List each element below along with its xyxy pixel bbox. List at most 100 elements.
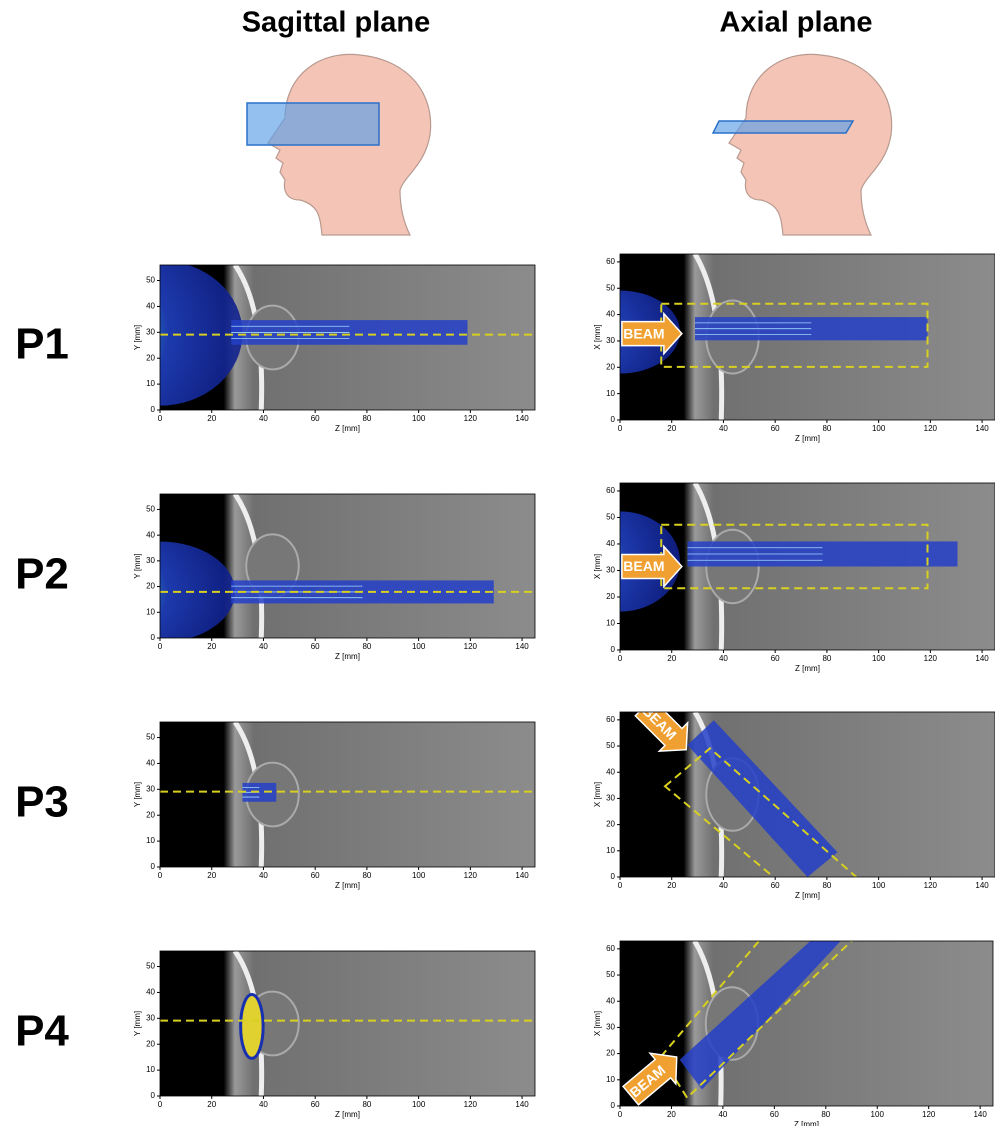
x-tick-label: 120 [464,1100,478,1109]
y-tick-label: 20 [146,353,155,362]
x-tick-label: 60 [311,414,320,423]
y-tick-label: 30 [606,794,615,803]
x-tick-label: 20 [207,1100,216,1109]
x-tick-label: 20 [667,1110,676,1119]
panel: BEAM0204060801001201400102030405060Z [mm… [593,693,995,900]
x-tick-label: 60 [311,1100,320,1109]
y-tick-label: 0 [611,1101,616,1110]
x-axis-label: Z [mm] [794,1120,819,1126]
x-tick-label: 120 [464,642,478,651]
y-axis-label: Y [mm] [133,553,142,578]
x-tick-label: 140 [973,1110,987,1119]
y-tick-label: 20 [146,810,155,819]
x-tick-label: 60 [771,654,780,663]
x-tick-label: 40 [259,414,268,423]
y-tick-label: 20 [146,582,155,591]
x-tick-label: 140 [975,424,989,433]
y-tick-label: 20 [606,362,615,371]
y-tick-label: 30 [146,784,155,793]
x-tick-label: 100 [872,424,886,433]
x-tick-label: 120 [922,1110,936,1119]
x-tick-label: 0 [158,642,163,651]
y-tick-label: 30 [606,336,615,345]
y-tick-label: 30 [146,556,155,565]
row-label: P4 [15,1007,69,1056]
y-tick-label: 30 [606,566,615,575]
ct-image: BEAM [620,693,995,880]
x-tick-label: 140 [515,1100,529,1109]
y-tick-label: 40 [606,310,615,319]
y-tick-label: 0 [611,645,616,654]
y-tick-label: 50 [146,276,155,285]
x-tick-label: 40 [259,871,268,880]
y-tick-label: 20 [606,1049,615,1058]
y-axis-label: X [mm] [593,554,602,579]
y-tick-label: 40 [146,302,155,311]
x-tick-label: 120 [924,881,938,890]
x-tick-label: 140 [975,654,989,663]
x-tick-label: 120 [924,424,938,433]
y-tick-label: 40 [146,530,155,539]
figure: Sagittal plane Axial plane P1 P2 P3 P4 0… [0,0,995,1126]
y-tick-label: 30 [606,1023,615,1032]
x-axis-label: Z [mm] [795,891,820,900]
y-tick-label: 50 [146,505,155,514]
x-tick-label: 140 [515,414,529,423]
x-tick-label: 120 [924,654,938,663]
x-tick-label: 0 [618,654,623,663]
y-tick-label: 40 [606,539,615,548]
x-tick-label: 0 [618,1110,623,1119]
x-tick-label: 100 [871,1110,885,1119]
x-tick-label: 140 [975,881,989,890]
y-tick-label: 40 [606,996,615,1005]
ct-image: BEAM [560,483,995,650]
x-tick-label: 120 [464,871,478,880]
y-tick-label: 40 [146,759,155,768]
y-tick-label: 10 [146,1065,155,1074]
beam-label: BEAM [623,558,664,574]
x-axis-label: Z [mm] [335,424,360,433]
x-tick-label: 140 [515,642,529,651]
y-tick-label: 50 [606,741,615,750]
y-tick-label: 50 [146,733,155,742]
y-axis-label: Y [mm] [133,1011,142,1036]
column-title: Sagittal plane [242,7,431,39]
x-tick-label: 60 [311,871,320,880]
y-tick-label: 50 [606,283,615,292]
x-axis-label: Z [mm] [795,664,820,673]
ct-image [160,951,535,1096]
y-tick-label: 40 [146,988,155,997]
x-tick-label: 100 [412,1100,426,1109]
y-axis-label: Y [mm] [133,782,142,807]
panel: 02040608010012014001020304050Z [mm]Y [mm… [85,494,535,661]
ct-image [160,722,535,867]
x-tick-label: 0 [158,1100,163,1109]
x-axis-label: Z [mm] [335,652,360,661]
y-tick-label: 10 [146,607,155,616]
ct-image: BEAM [618,938,993,1111]
panel: BEAM0204060801001201400102030405060Z [mm… [560,483,995,673]
y-tick-label: 60 [606,257,615,266]
y-axis-label: Y [mm] [133,325,142,350]
y-tick-label: 50 [146,962,155,971]
x-tick-label: 20 [667,881,676,890]
y-tick-label: 0 [151,862,156,871]
row-label: P2 [15,550,69,599]
y-axis-label: X [mm] [593,324,602,349]
x-tick-label: 120 [464,414,478,423]
panel: 02040608010012014001020304050Z [mm]Y [mm… [78,261,536,433]
x-tick-label: 80 [362,871,371,880]
x-tick-label: 40 [259,642,268,651]
y-tick-label: 0 [611,415,616,424]
x-tick-label: 60 [771,881,780,890]
x-tick-label: 100 [412,642,426,651]
y-tick-label: 30 [146,1013,155,1022]
x-axis-label: Z [mm] [795,434,820,443]
x-tick-label: 80 [362,1100,371,1109]
x-tick-label: 20 [207,414,216,423]
x-tick-label: 40 [718,1110,727,1119]
ct-background [160,722,535,867]
x-tick-label: 100 [872,654,886,663]
y-tick-label: 0 [151,1091,156,1100]
x-tick-label: 0 [158,871,163,880]
